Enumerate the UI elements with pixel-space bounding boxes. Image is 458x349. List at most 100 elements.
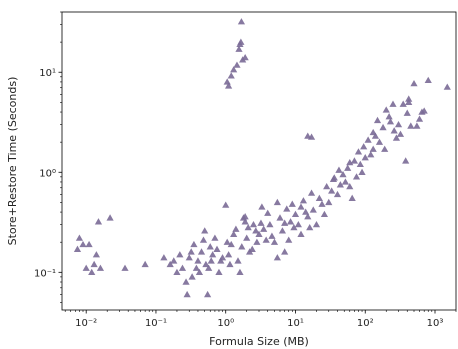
data-point bbox=[318, 200, 326, 207]
data-point bbox=[396, 130, 405, 137]
data-point bbox=[262, 236, 270, 243]
data-point bbox=[281, 219, 289, 226]
data-point bbox=[106, 214, 114, 221]
data-point bbox=[361, 154, 369, 161]
data-point bbox=[227, 240, 235, 248]
data-point bbox=[381, 145, 389, 152]
data-point bbox=[270, 238, 279, 245]
data-point bbox=[190, 240, 198, 248]
data-point bbox=[443, 83, 451, 90]
data-point bbox=[306, 223, 314, 231]
data-point bbox=[166, 260, 174, 268]
data-point bbox=[160, 254, 168, 261]
data-point bbox=[243, 234, 251, 241]
data-point bbox=[297, 203, 305, 210]
data-point bbox=[405, 98, 413, 106]
y-tick-label: 10⁻¹ bbox=[34, 268, 56, 279]
data-point bbox=[358, 168, 366, 175]
data-point bbox=[230, 66, 238, 73]
x-axis-label: Formula Size (MB) bbox=[209, 335, 309, 348]
data-point bbox=[75, 234, 84, 241]
data-point bbox=[226, 260, 234, 268]
data-point bbox=[199, 236, 208, 243]
data-point bbox=[79, 240, 87, 248]
data-point bbox=[260, 225, 268, 232]
data-point bbox=[346, 158, 354, 166]
data-point bbox=[329, 175, 338, 183]
data-point bbox=[299, 197, 308, 204]
data-point bbox=[290, 223, 298, 231]
data-point bbox=[225, 82, 233, 89]
data-point bbox=[297, 230, 305, 237]
data-point bbox=[323, 182, 331, 190]
data-point bbox=[382, 106, 390, 113]
y-tick-label: 10¹ bbox=[39, 68, 56, 79]
data-point bbox=[315, 194, 323, 201]
data-point bbox=[356, 160, 364, 168]
data-point bbox=[344, 164, 352, 171]
data-point bbox=[320, 210, 329, 218]
data-point bbox=[96, 264, 105, 271]
data-point bbox=[170, 257, 178, 264]
data-point bbox=[244, 223, 252, 231]
data-point bbox=[204, 290, 212, 298]
data-points bbox=[73, 18, 451, 298]
data-point bbox=[241, 54, 249, 61]
x-tick-label: 10² bbox=[357, 318, 374, 329]
data-point bbox=[350, 157, 359, 164]
data-point bbox=[178, 264, 187, 271]
data-point bbox=[217, 257, 225, 264]
data-point bbox=[407, 122, 415, 129]
data-point bbox=[281, 248, 289, 255]
data-point bbox=[389, 100, 397, 107]
data-point bbox=[367, 151, 375, 158]
data-point bbox=[249, 220, 258, 228]
data-point bbox=[90, 260, 98, 268]
data-point bbox=[390, 127, 398, 134]
data-point bbox=[360, 143, 368, 150]
x-tick-label: 10⁻² bbox=[75, 318, 97, 329]
data-point bbox=[213, 245, 221, 252]
x-tick-label: 10³ bbox=[427, 318, 444, 329]
data-point bbox=[237, 38, 245, 45]
data-point bbox=[218, 254, 227, 261]
data-point bbox=[82, 264, 90, 271]
data-point bbox=[121, 264, 129, 271]
data-point bbox=[364, 136, 372, 143]
data-point bbox=[88, 268, 96, 276]
data-point bbox=[235, 45, 243, 52]
data-point bbox=[283, 205, 291, 212]
data-point bbox=[348, 194, 356, 201]
data-point bbox=[369, 128, 377, 136]
data-point bbox=[403, 109, 411, 116]
data-point bbox=[325, 198, 333, 206]
data-point bbox=[371, 132, 380, 139]
data-point bbox=[291, 210, 300, 218]
data-point bbox=[232, 225, 240, 232]
data-point bbox=[285, 236, 293, 243]
data-point bbox=[85, 240, 93, 248]
data-point bbox=[227, 72, 235, 79]
data-point bbox=[201, 227, 209, 234]
data-point bbox=[194, 257, 202, 264]
data-point bbox=[424, 76, 432, 84]
data-point bbox=[369, 145, 377, 152]
data-point bbox=[257, 219, 265, 226]
data-point bbox=[202, 260, 210, 268]
data-point bbox=[385, 113, 393, 120]
data-point bbox=[173, 268, 181, 276]
y-axis-label: Store+Restore Time (Seconds) bbox=[6, 77, 19, 246]
data-point bbox=[209, 251, 217, 258]
data-point bbox=[309, 206, 317, 213]
data-point bbox=[255, 230, 263, 237]
data-point bbox=[273, 254, 281, 261]
data-point bbox=[92, 251, 100, 258]
data-point bbox=[206, 243, 214, 250]
plot-background bbox=[62, 12, 456, 310]
data-point bbox=[420, 107, 428, 114]
data-point bbox=[225, 251, 233, 258]
data-point bbox=[94, 218, 103, 225]
data-point bbox=[73, 245, 82, 252]
data-point bbox=[230, 230, 238, 237]
data-point bbox=[258, 203, 266, 210]
